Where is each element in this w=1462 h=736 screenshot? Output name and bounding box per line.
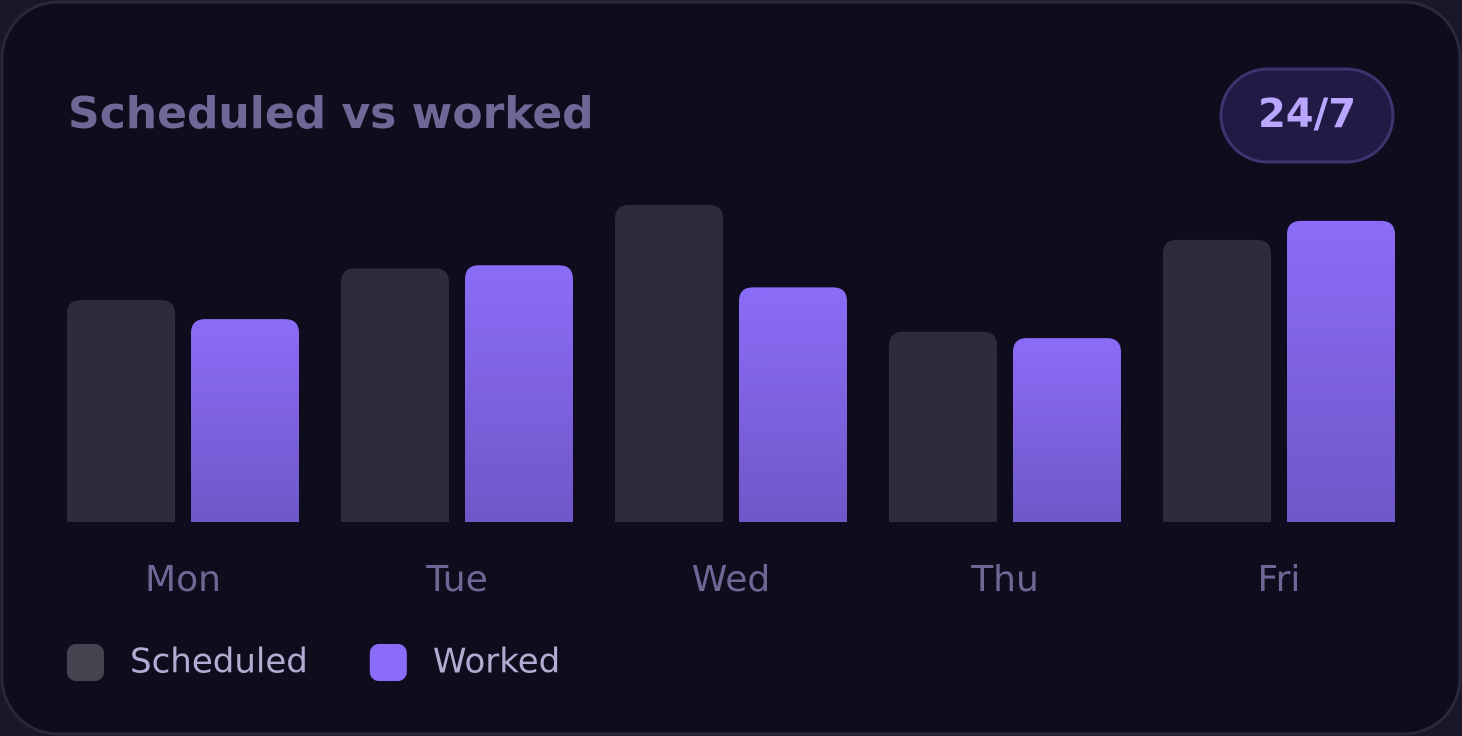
badge: [1219, 67, 1395, 164]
x-tick-label: Thu: [970, 559, 1039, 600]
legend-label: Scheduled: [130, 642, 308, 682]
bar: [1013, 338, 1121, 522]
bar: [889, 331, 997, 522]
bar: [1287, 220, 1395, 522]
bar: [615, 205, 723, 522]
x-tick-label: Mon: [145, 559, 221, 600]
legend-swatch: [67, 644, 104, 681]
bar: [191, 319, 299, 522]
chart-title: Scheduled vs worked: [68, 88, 594, 139]
badge-text: 24/7: [1258, 91, 1356, 137]
x-tick-label: Tue: [425, 559, 488, 600]
bar: [341, 268, 449, 522]
legend-label: Worked: [433, 642, 560, 682]
bar: [739, 287, 847, 522]
bar: [465, 265, 573, 522]
bar: [1163, 239, 1271, 522]
bar: [67, 300, 175, 522]
legend-swatch: [369, 644, 407, 681]
x-tick-label: Fri: [1258, 559, 1301, 600]
x-tick-label: Wed: [692, 559, 771, 600]
